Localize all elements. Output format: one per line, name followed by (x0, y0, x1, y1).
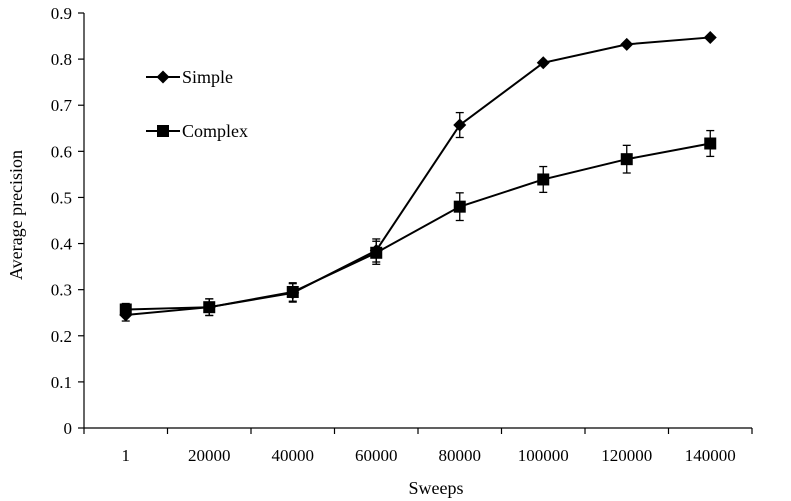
data-point-complex (119, 303, 132, 316)
legend-item-complex: Complex (146, 121, 248, 141)
data-point-simple (620, 37, 634, 51)
y-tick-label: 0.6 (51, 142, 72, 161)
data-point-simple (536, 56, 550, 70)
legend-item-simple: Simple (146, 67, 233, 87)
legend-marker (157, 125, 169, 137)
y-tick-label: 0.2 (51, 327, 72, 346)
x-tick-label: 60000 (355, 446, 398, 465)
y-tick-label: 0 (64, 419, 73, 438)
x-axis-ticks: 1 20000 40000 60000 80000 100000 120000 140000 (83, 428, 753, 465)
x-tick-label: 20000 (188, 446, 231, 465)
y-tick-label: 0.7 (51, 96, 73, 115)
legend: Simple Complex (146, 67, 248, 141)
x-axis-title: Sweeps (409, 478, 464, 498)
series-complex (119, 129, 717, 317)
data-point-complex (370, 246, 383, 259)
data-point-simple (453, 118, 467, 132)
y-tick-label: 0.4 (51, 235, 73, 254)
data-point-complex (537, 173, 550, 186)
x-tick-label: 120000 (601, 446, 652, 465)
x-tick-label: 80000 (439, 446, 482, 465)
series-layer (119, 30, 717, 322)
x-tick-label: 40000 (272, 446, 315, 465)
data-point-complex (453, 200, 466, 213)
data-point-complex (203, 301, 216, 314)
legend-label: Simple (182, 67, 233, 87)
y-axis-ticks: 0 0.1 0.2 0.3 0.4 0.5 0.6 0.7 0.8 0.9 (51, 4, 84, 438)
legend-label: Complex (182, 121, 248, 141)
x-tick-label: 140000 (685, 446, 736, 465)
x-tick-label: 1 (122, 446, 131, 465)
data-point-simple (703, 30, 717, 44)
y-tick-label: 0.3 (51, 281, 72, 300)
y-tick-label: 0.5 (51, 188, 72, 207)
x-tick-label: 100000 (518, 446, 569, 465)
series-line-complex (125, 142, 711, 311)
data-point-complex (286, 285, 299, 298)
y-tick-label: 0.9 (51, 4, 72, 23)
legend-marker (156, 70, 170, 84)
data-point-complex (620, 153, 633, 166)
y-tick-label: 0.8 (51, 50, 72, 69)
y-axis-title: Average precision (6, 150, 26, 280)
data-point-complex (704, 137, 717, 150)
y-tick-label: 0.1 (51, 373, 72, 392)
